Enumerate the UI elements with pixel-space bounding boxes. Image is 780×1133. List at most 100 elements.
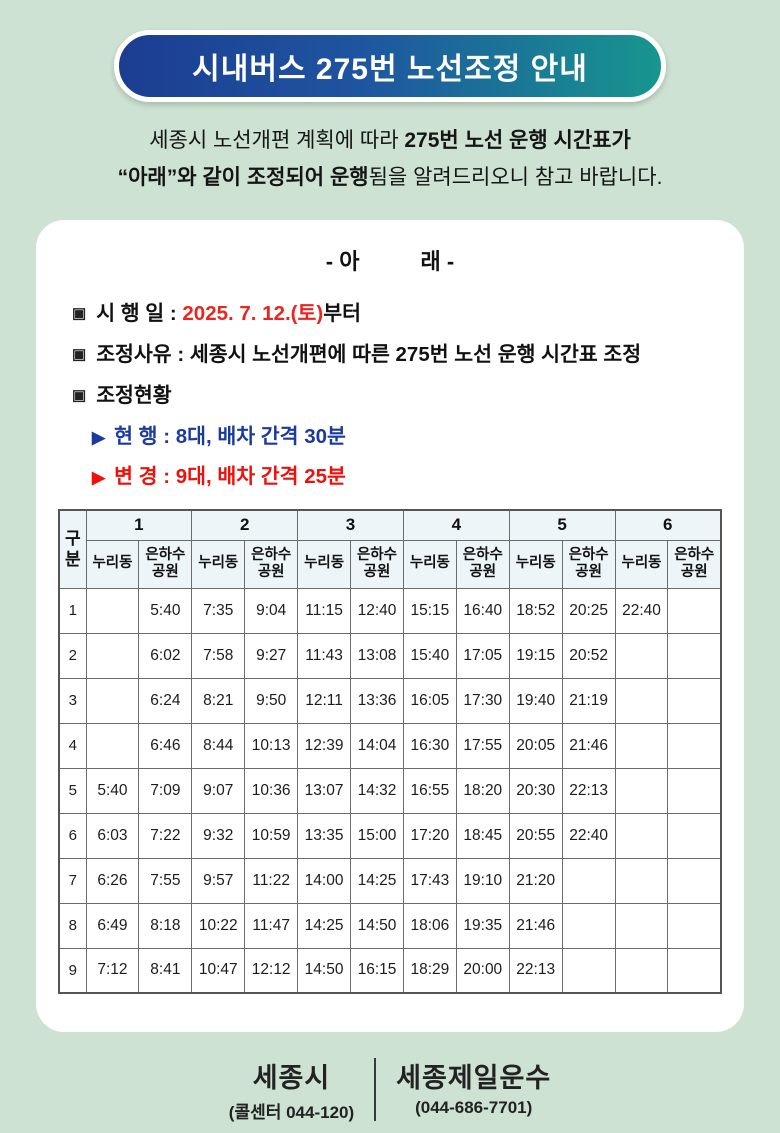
- time-cell: [667, 632, 722, 679]
- page-title: 시내버스 275번 노선조정 안내: [192, 53, 588, 86]
- time-cell: 16:30: [402, 722, 457, 769]
- row-number: 2: [58, 632, 87, 679]
- table-row: 7 6:26 7:55 9:57 11:22 14:00 14:25 17:43 19:10 21…: [58, 857, 722, 904]
- time-cell: [614, 722, 669, 769]
- table-row: 5 5:40 7:09 9:07 10:36 13:07 14:32 16:55 18:20 20…: [58, 767, 722, 814]
- notice-card: - 아 래 - ▣ 시 행 일 : 2025. 7. 12.(토)부터 ▣ 조정사유…: [36, 220, 744, 1032]
- time-cell: [614, 767, 669, 814]
- adjustment-status-item: ▣ 조정현황: [72, 378, 722, 408]
- time-cell: 5:40: [85, 767, 140, 814]
- time-cell: 17:05: [455, 632, 510, 679]
- table-sub-header: 은하수공원: [667, 539, 722, 589]
- time-cell: 18:06: [402, 902, 457, 949]
- table-sub-header: 은하수공원: [138, 539, 193, 589]
- table-row: 4 6:46 8:44 10:13 12:39 14:04 16:30 17:55 20:05 2…: [58, 722, 722, 769]
- intro-paragraph: 세종시 노선개편 계획에 따라 275번 노선 운행 시간표가 “아래”와 같이…: [0, 122, 780, 196]
- footer: 세종시 (콜센터 044-120) 세종제일운수 (044-686-7701): [0, 1056, 780, 1123]
- time-cell: [667, 722, 722, 769]
- time-cell: 7:55: [138, 857, 193, 904]
- time-cell: [85, 722, 140, 769]
- intro-line-1: 세종시 노선개편 계획에 따라 275번 노선 운행 시간표가: [149, 129, 631, 152]
- time-cell: 9:04: [244, 587, 299, 634]
- time-cell: 7:58: [191, 632, 246, 679]
- time-cell: 19:10: [455, 857, 510, 904]
- time-cell: 16:40: [455, 587, 510, 634]
- table-sub-header: 은하수공원: [244, 539, 299, 589]
- row-number: 8: [58, 902, 87, 949]
- table-row: 2 6:02 7:58 9:27 11:43 13:08 15:40 17:05 19:15 20…: [58, 632, 722, 679]
- time-cell: 19:15: [508, 632, 563, 679]
- row-number: 5: [58, 767, 87, 814]
- time-cell: 14:00: [297, 857, 352, 904]
- time-cell: 14:50: [297, 947, 352, 994]
- time-cell: 20:00: [455, 947, 510, 994]
- time-cell: 5:40: [138, 587, 193, 634]
- table-sub-header: 누리동: [508, 539, 563, 589]
- square-bullet-icon: ▣: [72, 346, 87, 363]
- time-cell: [85, 677, 140, 724]
- time-cell: 19:35: [455, 902, 510, 949]
- time-cell: 6:26: [85, 857, 140, 904]
- time-cell: 12:12: [244, 947, 299, 994]
- reason-text: 조정사유 : 세종시 노선개편에 따른 275번 노선 운행 시간표 조정: [96, 343, 642, 366]
- table-group-header: 4: [402, 509, 510, 541]
- time-cell: 16:15: [350, 947, 404, 994]
- current-status-line: ▶ 현 행 : 8대, 배차 간격 30분: [92, 419, 722, 449]
- table-group-header: 5: [508, 509, 616, 541]
- time-cell: 7:35: [191, 587, 246, 634]
- table-row: 3 6:24 8:21 9:50 12:11 13:36 16:05 17:30 19:40 21…: [58, 677, 722, 724]
- table-row: 8 6:49 8:18 10:22 11:47 14:25 14:50 18:06 19:35 2…: [58, 902, 722, 949]
- time-cell: 6:03: [85, 812, 140, 859]
- time-cell: [561, 947, 616, 994]
- table-row: 1 5:40 7:35 9:04 11:15 12:40 15:15 16:40 18:52 20…: [58, 587, 722, 634]
- time-cell: 14:25: [297, 902, 352, 949]
- time-cell: 21:20: [508, 857, 563, 904]
- time-cell: 6:46: [138, 722, 193, 769]
- below-heading: - 아 래 -: [325, 249, 455, 274]
- table-sub-header: 은하수공원: [561, 539, 616, 589]
- time-cell: 16:05: [402, 677, 457, 724]
- time-cell: 20:55: [508, 812, 563, 859]
- time-cell: 14:50: [350, 902, 404, 949]
- time-cell: 15:40: [402, 632, 457, 679]
- triangle-marker-icon: ▶: [92, 428, 106, 447]
- time-cell: 13:36: [350, 677, 404, 724]
- time-cell: 13:35: [297, 812, 352, 859]
- time-cell: 20:52: [561, 632, 616, 679]
- square-bullet-icon: ▣: [72, 305, 87, 322]
- row-number: 7: [58, 857, 87, 904]
- table-group-header: 3: [297, 509, 404, 541]
- time-cell: 10:13: [244, 722, 299, 769]
- time-cell: [561, 902, 616, 949]
- table-sub-header: 은하수공원: [350, 539, 404, 589]
- time-cell: [614, 947, 669, 994]
- time-cell: 22:13: [561, 767, 616, 814]
- time-cell: 17:43: [402, 857, 457, 904]
- time-cell: [667, 902, 722, 949]
- table-sub-header: 누리동: [614, 539, 669, 589]
- time-cell: [614, 812, 669, 859]
- city-phone: (콜센터 044-120): [228, 1103, 355, 1122]
- intro-line-2: “아래”와 같이 조정되어 운행됨을 알려드리오니 참고 바랍니다.: [117, 166, 663, 189]
- table-sub-header: 누리동: [402, 539, 457, 589]
- table-sub-header: 누리동: [297, 539, 352, 589]
- effective-date-value: 2025. 7. 12.(토): [182, 302, 324, 325]
- time-cell: [85, 587, 140, 634]
- time-cell: 9:27: [244, 632, 299, 679]
- table-group-header: 6: [614, 509, 722, 541]
- time-cell: 12:40: [350, 587, 404, 634]
- time-cell: 11:43: [297, 632, 352, 679]
- time-cell: 20:25: [561, 587, 616, 634]
- table-group-header: 2: [191, 509, 299, 541]
- effective-date-item: ▣ 시 행 일 : 2025. 7. 12.(토)부터: [72, 296, 722, 326]
- time-cell: 6:24: [138, 677, 193, 724]
- time-cell: 13:07: [297, 767, 352, 814]
- time-cell: 9:07: [191, 767, 246, 814]
- title-banner: 시내버스 275번 노선조정 안내: [114, 30, 666, 102]
- time-cell: 18:52: [508, 587, 563, 634]
- square-bullet-icon: ▣: [72, 387, 87, 404]
- time-cell: 16:55: [402, 767, 457, 814]
- time-cell: 21:46: [561, 722, 616, 769]
- time-cell: 9:32: [191, 812, 246, 859]
- row-number: 3: [58, 677, 87, 724]
